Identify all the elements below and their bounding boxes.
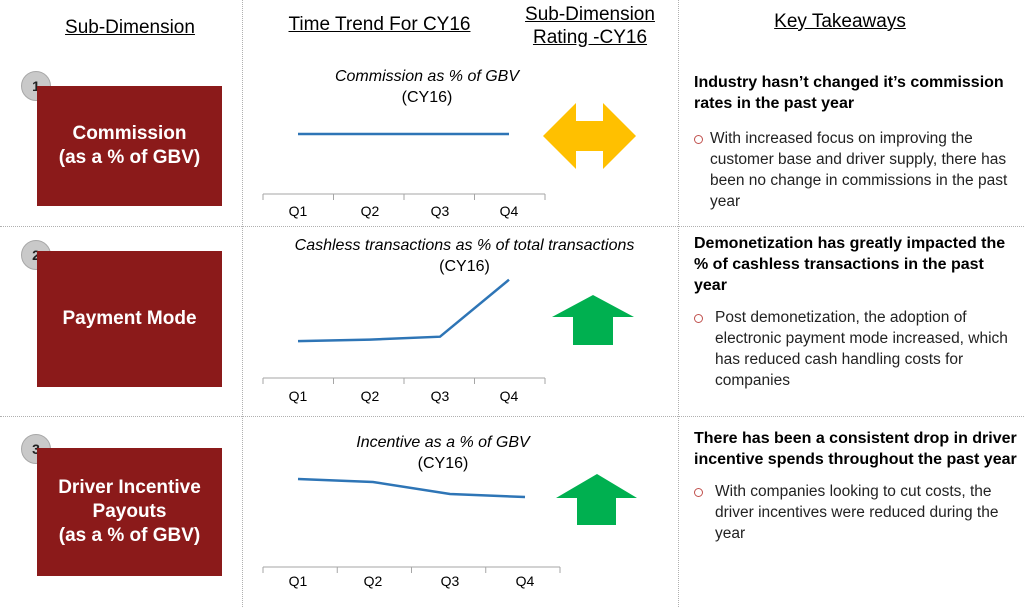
dimension-box-commission: Commission (as a % of GBV): [37, 86, 222, 206]
takeaway-bullet: With increased focus on improving the cu…: [694, 128, 1019, 212]
dimension-label-line1: Commission: [72, 123, 187, 144]
dimension-label-line3: (as a % of GBV): [58, 525, 201, 546]
chart-title-sub: (CY16): [401, 89, 453, 106]
takeaway-commission: Industry hasn’t changed it’s commission …: [694, 72, 1019, 212]
takeaway-heading: There has been a consistent drop in driv…: [694, 430, 1017, 468]
chart-title-payment-mode: Cashless transactions as % of total tran…: [262, 235, 667, 277]
x-tick-label: Q1: [289, 388, 308, 404]
chart-title-commission: Commission as % of GBV (CY16): [292, 66, 562, 108]
column-divider-1: [242, 0, 243, 607]
row-divider-1: [0, 226, 1024, 227]
header-key-takeaways: Key Takeaways: [774, 11, 906, 32]
header-time-trend: Time Trend For CY16: [288, 14, 471, 35]
dimension-label-line2: (as a % of GBV): [58, 147, 201, 168]
chart-title-main: Commission as % of GBV: [334, 68, 520, 85]
x-tick-label: Q3: [431, 388, 450, 404]
takeaway-bullet-text: Post demonetization, the adoption of ele…: [715, 309, 1008, 389]
dimension-box-payment-mode: Payment Mode: [37, 251, 222, 387]
bullet-circle-icon: [694, 488, 703, 497]
chart-title-main: Incentive as a % of GBV: [356, 434, 530, 451]
takeaway-bullet-text: With increased focus on improving the cu…: [710, 130, 1008, 210]
rating-arrow-up-shape: [552, 295, 634, 345]
header-rating-line2: Rating -CY16: [532, 27, 648, 48]
chart-title-driver-incentive: Incentive as a % of GBV (CY16): [308, 432, 578, 474]
takeaway-bullet: With companies looking to cut costs, the…: [694, 481, 1019, 544]
takeaway-bullet-text: With companies looking to cut costs, the…: [715, 483, 999, 542]
chart-title-sub: (CY16): [417, 455, 469, 472]
x-tick-label: Q3: [441, 573, 460, 589]
x-tick-label: Q2: [361, 203, 380, 219]
x-tick-label: Q3: [431, 203, 450, 219]
rating-arrow-neutral-shape: [543, 103, 636, 169]
header-rating-line1: Sub-Dimension: [525, 4, 655, 25]
series-line: [297, 278, 510, 343]
header-sub-dimension: Sub-Dimension: [65, 17, 195, 38]
x-tick-label: Q1: [289, 573, 308, 589]
takeaway-driver-incentive: There has been a consistent drop in driv…: [694, 428, 1019, 544]
dimension-box-driver-incentive: Driver Incentive Payouts (as a % of GBV): [37, 448, 222, 576]
x-tick-label: Q1: [289, 203, 308, 219]
series-line: [297, 477, 526, 499]
chart-title-main: Cashless transactions as % of total tran…: [294, 237, 635, 254]
takeaway-bullet: Post demonetization, the adoption of ele…: [694, 307, 1019, 391]
row-divider-2: [0, 416, 1024, 417]
column-divider-2: [678, 0, 679, 607]
x-tick-label: Q4: [500, 203, 519, 219]
takeaway-heading: Industry hasn’t changed it’s commission …: [694, 74, 1004, 112]
x-tick-label: Q4: [516, 573, 535, 589]
x-tick-label: Q4: [500, 388, 519, 404]
dimension-label-line1: Payment Mode: [62, 308, 197, 329]
x-tick-label: Q2: [364, 573, 383, 589]
x-tick-label: Q2: [361, 388, 380, 404]
rating-arrow-up-shape: [556, 474, 637, 525]
chart-title-sub: (CY16): [439, 258, 490, 275]
bullet-circle-icon: [694, 314, 703, 323]
takeaway-payment-mode: Demonetization has greatly impacted the …: [694, 233, 1019, 391]
dimension-label-line1: Driver Incentive: [58, 477, 201, 498]
bullet-circle-icon: [694, 135, 703, 144]
dimension-label-line2: Payouts: [92, 501, 167, 522]
takeaway-heading: Demonetization has greatly impacted the …: [694, 235, 1006, 294]
